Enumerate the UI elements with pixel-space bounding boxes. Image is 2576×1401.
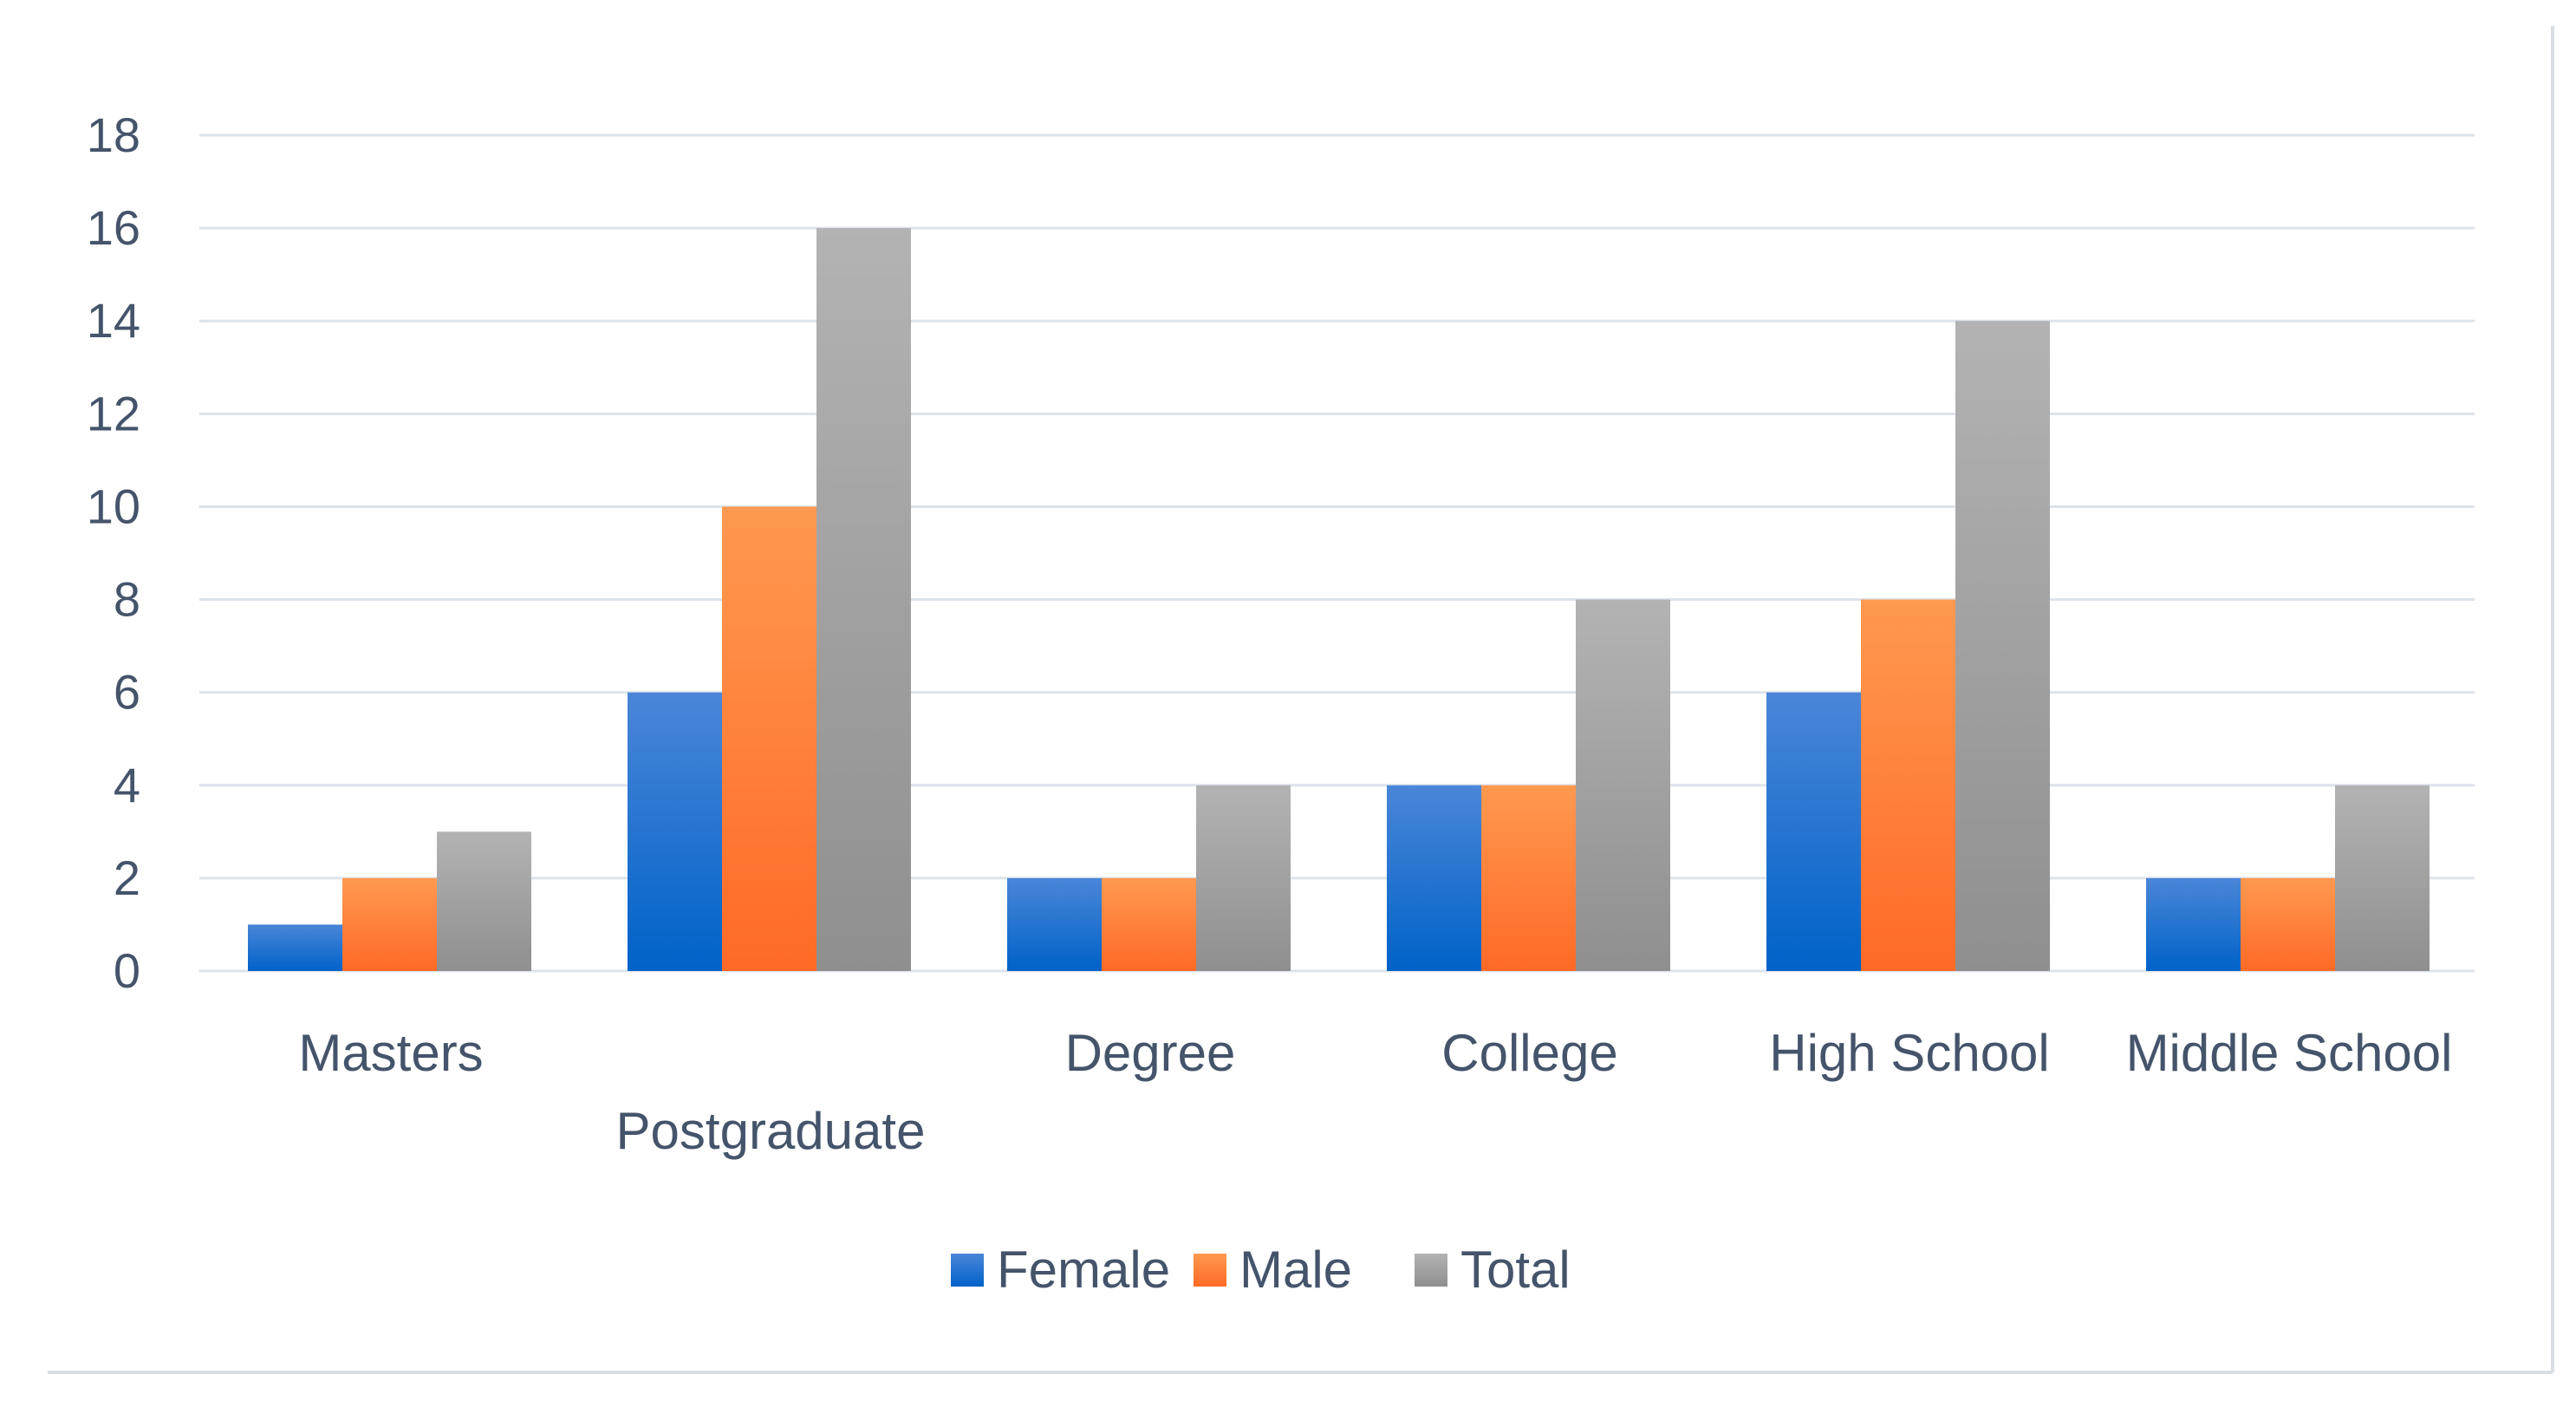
- bar-female-degree: [1007, 877, 1102, 971]
- y-tick-label: 16: [87, 200, 140, 255]
- bar-total-degree: [1196, 785, 1291, 971]
- y-tick-label: 0: [114, 943, 140, 998]
- x-axis-category-labels: Masters Postgraduate Degree College High Sch…: [298, 1024, 2452, 1160]
- bar-total-masters: [437, 831, 531, 971]
- bars: [248, 228, 2430, 972]
- bar-female-middle-school: [2146, 877, 2241, 971]
- y-tick-label: 10: [87, 479, 140, 533]
- y-tick-label: 6: [114, 665, 140, 720]
- y-tick-label: 4: [114, 758, 140, 812]
- bar-total-college: [1576, 599, 1670, 971]
- y-axis-tick-labels: 0 2 4 6 8 10 12 14 16 18: [87, 108, 140, 998]
- bar-female-high-school: [1766, 692, 1861, 971]
- bar-total-postgraduate: [816, 228, 911, 972]
- bar-male-middle-school: [2241, 877, 2335, 971]
- y-tick-label: 18: [87, 108, 140, 162]
- bar-male-high-school: [1861, 599, 1955, 971]
- legend-swatch-female: [951, 1254, 984, 1287]
- legend-label-total: Total: [1460, 1241, 1571, 1299]
- bar-male-college: [1481, 785, 1576, 971]
- y-tick-label: 14: [87, 293, 140, 348]
- x-category-label: College: [1441, 1024, 1617, 1082]
- x-category-label: Middle School: [2126, 1024, 2453, 1082]
- bar-total-middle-school: [2335, 785, 2430, 971]
- bar-female-college: [1387, 785, 1481, 971]
- bar-male-postgraduate: [722, 506, 816, 971]
- x-category-label: Masters: [298, 1024, 483, 1082]
- x-category-label: Postgraduate: [616, 1102, 926, 1160]
- legend-label-male: Male: [1239, 1241, 1352, 1299]
- bar-male-degree: [1102, 877, 1196, 971]
- legend: Female Male Total: [951, 1241, 1571, 1299]
- legend-swatch-total: [1415, 1254, 1447, 1287]
- y-tick-label: 12: [87, 386, 140, 440]
- x-category-label: Degree: [1065, 1024, 1236, 1082]
- y-tick-label: 2: [114, 850, 140, 905]
- bar-male-masters: [342, 877, 437, 971]
- bar-female-masters: [248, 924, 342, 971]
- legend-swatch-male: [1194, 1254, 1226, 1287]
- bar-female-postgraduate: [628, 692, 722, 971]
- gridlines: [199, 134, 2475, 973]
- legend-label-female: Female: [997, 1241, 1170, 1299]
- bar-total-high-school: [1955, 321, 2050, 971]
- y-tick-label: 8: [114, 572, 140, 627]
- x-category-label: High School: [1769, 1024, 2050, 1082]
